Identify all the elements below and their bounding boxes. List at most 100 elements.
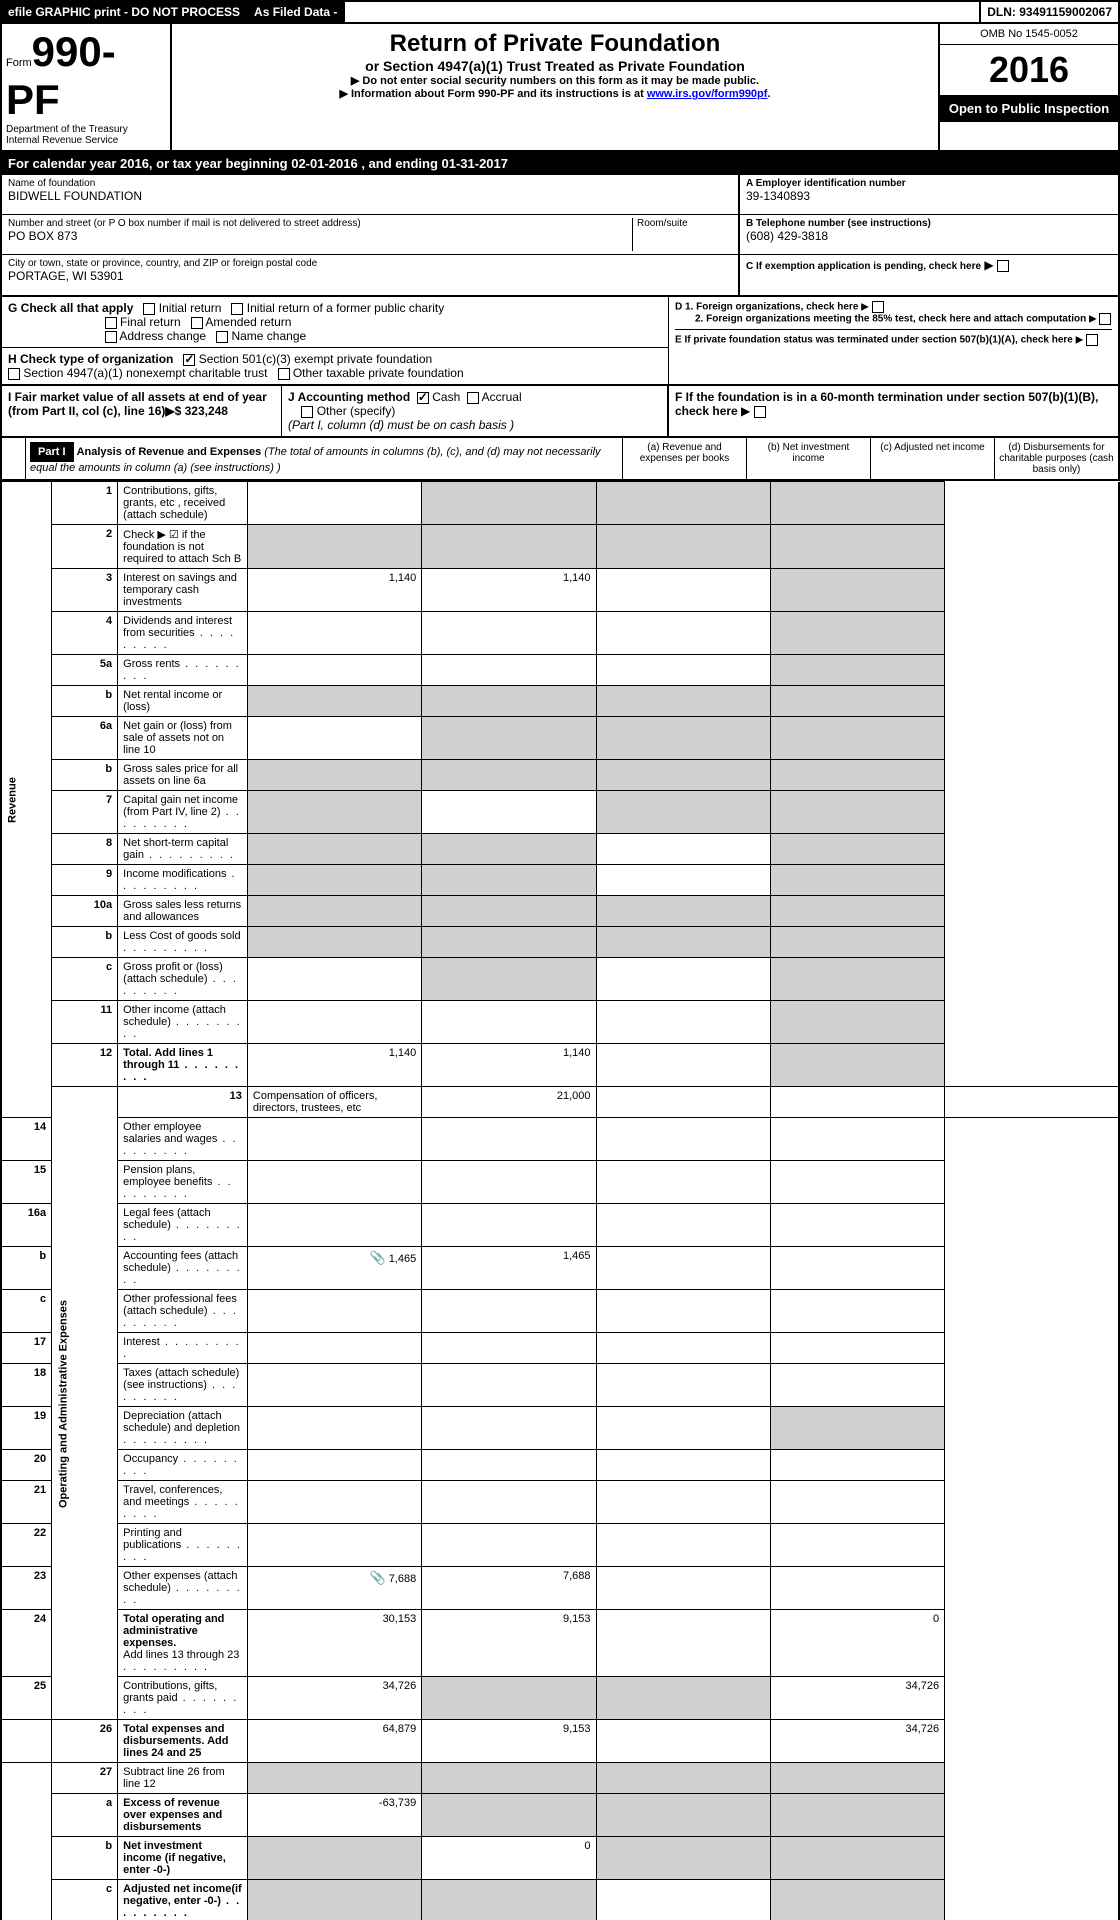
name-label: Name of foundation [8,178,732,189]
table-row: 19Depreciation (attach schedule) and dep… [1,1407,1119,1450]
initial-former-cb[interactable] [231,303,243,315]
efile-notice: efile GRAPHIC print - DO NOT PROCESS [2,2,248,22]
501c3-cb[interactable] [183,354,195,366]
table-row: 4Dividends and interest from securities [1,612,1119,655]
table-row: aExcess of revenue over expenses and dis… [1,1794,1119,1837]
form-subtitle: or Section 4947(a)(1) Trust Treated as P… [178,58,932,74]
j-label: J Accounting method [288,390,410,404]
as-filed: As Filed Data - [248,2,345,22]
col-d-head: (d) Disbursements for charitable purpose… [994,438,1118,479]
city-label: City or town, state or province, country… [8,258,732,269]
identification-section: Name of foundation BIDWELL FOUNDATION Nu… [0,175,1120,297]
top-bar: efile GRAPHIC print - DO NOT PROCESS As … [0,0,1120,24]
table-row: cAdjusted net income(if negative, enter … [1,1880,1119,1920]
calendar-year-row: For calendar year 2016, or tax year begi… [0,152,1120,175]
phone-value: (608) 429-3818 [746,229,1112,243]
f-cb[interactable] [754,406,766,418]
open-to-public: Open to Public Inspection [940,95,1118,122]
table-row: 17Interest [1,1333,1119,1364]
table-row: bAccounting fees (attach schedule)📎 1,46… [1,1247,1119,1290]
table-row: 8Net short-term capital gain [1,834,1119,865]
table-row: 9Income modifications [1,865,1119,896]
table-row: 12Total. Add lines 1 through 111,1401,14… [1,1044,1119,1087]
accrual-cb[interactable] [467,392,479,404]
address-change-cb[interactable] [105,331,117,343]
col-c-head: (c) Adjusted net income [870,438,994,479]
form-title: Return of Private Foundation [178,30,932,58]
exemption-label: C If exemption application is pending, c… [746,261,981,272]
table-row: 23Other expenses (attach schedule)📎 7,68… [1,1567,1119,1610]
section-i-j-f: I Fair market value of all assets at end… [0,386,1120,438]
4947-cb[interactable] [8,368,20,380]
table-row: 16aLegal fees (attach schedule) [1,1204,1119,1247]
table-row: bLess Cost of goods sold [1,927,1119,958]
tax-year: 2016 [940,45,1118,95]
col-b-head: (b) Net investment income [746,438,870,479]
attachment-icon[interactable]: 📎 [369,1570,385,1585]
table-row: 14Other employee salaries and wages [1,1118,1119,1161]
section-g-h: G Check all that apply Initial return In… [0,297,1120,386]
f-label: F If the foundation is in a 60-month ter… [675,390,1098,418]
table-row: 20Occupancy [1,1450,1119,1481]
part1-header-row: Part I Analysis of Revenue and Expenses … [0,438,1120,481]
expenses-label: Operating and Administrative Expenses [52,1087,118,1720]
part1-table: Revenue 1Contributions, gifts, grants, e… [0,481,1120,1920]
phone-label: B Telephone number (see instructions) [746,218,1112,229]
table-row: 5aGross rents [1,655,1119,686]
table-row: cGross profit or (loss) (attach schedule… [1,958,1119,1001]
e-label: E If private foundation status was termi… [675,335,1073,346]
other-method-cb[interactable] [301,406,313,418]
form-header: Form990-PF Department of the Treasury In… [0,24,1120,152]
part1-title: Analysis of Revenue and Expenses [77,446,262,458]
h-label: H Check type of organization [8,352,173,366]
initial-return-cb[interactable] [143,303,155,315]
table-row: 21Travel, conferences, and meetings [1,1481,1119,1524]
foundation-name: BIDWELL FOUNDATION [8,189,732,203]
attachment-icon[interactable]: 📎 [369,1250,385,1265]
instruction-2: ▶ Information about Form 990-PF and its … [178,87,932,100]
ein-label: A Employer identification number [746,178,1112,189]
i-label: I Fair market value of all assets at end… [8,390,267,418]
table-row: bGross sales price for all assets on lin… [1,760,1119,791]
other-taxable-cb[interactable] [278,368,290,380]
table-row: 24Total operating and administrative exp… [1,1610,1119,1677]
final-return-cb[interactable] [105,317,117,329]
table-row: 15Pension plans, employee benefits [1,1161,1119,1204]
table-row: Revenue 1Contributions, gifts, grants, e… [1,482,1119,525]
form-number: 990-PF [6,28,116,123]
table-row: 7Capital gain net income (from Part IV, … [1,791,1119,834]
table-row: bNet rental income or (loss) [1,686,1119,717]
table-row: 10aGross sales less returns and allowanc… [1,896,1119,927]
table-row: 6aNet gain or (loss) from sale of assets… [1,717,1119,760]
amended-cb[interactable] [191,317,203,329]
irs-link[interactable]: www.irs.gov/form990pf [647,88,768,100]
form-word: Form [6,57,32,69]
d1-cb[interactable] [872,301,884,313]
j-note: (Part I, column (d) must be on cash basi… [288,418,514,432]
table-row: 27Subtract line 26 from line 12 [1,1763,1119,1794]
d2-cb[interactable] [1099,313,1111,325]
d1-label: D 1. Foreign organizations, check here [675,302,858,313]
table-row: bNet investment income (if negative, ent… [1,1837,1119,1880]
ein-value: 39-1340893 [746,189,1112,203]
room-label: Room/suite [637,218,732,229]
instruction-1: ▶ Do not enter social security numbers o… [178,74,932,87]
revenue-label: Revenue [1,482,52,1118]
dept-treasury: Department of the Treasury [6,124,166,135]
d2-label: 2. Foreign organizations meeting the 85%… [695,314,1086,325]
table-row: 26Total expenses and disbursements. Add … [1,1720,1119,1763]
part1-tag: Part I [30,442,74,462]
address-label: Number and street (or P O box number if … [8,218,632,229]
e-cb[interactable] [1086,334,1098,346]
g-label: G Check all that apply [8,301,133,315]
table-row: 25Contributions, gifts, grants paid34,72… [1,1677,1119,1720]
exemption-checkbox[interactable] [997,260,1009,272]
table-row: 18Taxes (attach schedule) (see instructi… [1,1364,1119,1407]
cash-cb[interactable] [417,392,429,404]
table-row: cOther professional fees (attach schedul… [1,1290,1119,1333]
table-row: 2Check ▶ ☑ if the foundation is not requ… [1,525,1119,569]
name-change-cb[interactable] [216,331,228,343]
table-row: Operating and Administrative Expenses 13… [1,1087,1119,1118]
irs: Internal Revenue Service [6,135,166,146]
dln: DLN: 93491159002067 [981,2,1118,22]
